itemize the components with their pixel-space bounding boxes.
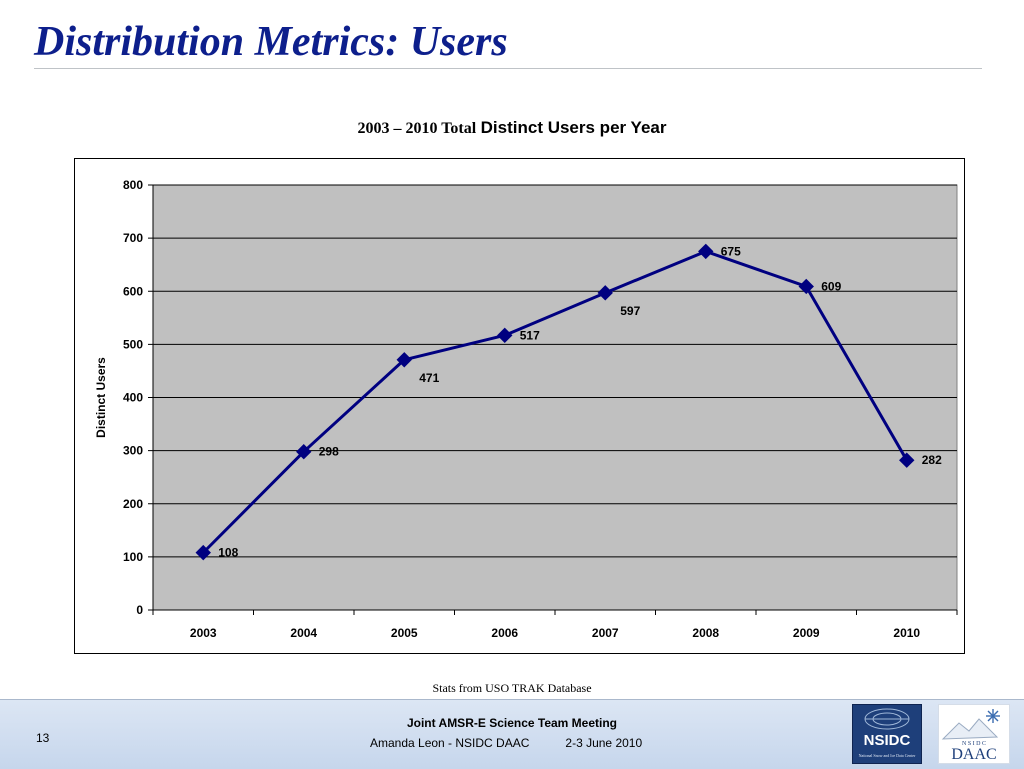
y-axis-label: Distinct Users	[94, 357, 108, 438]
chart-title-part2: Distinct Users per Year	[480, 118, 667, 137]
x-tick-label: 2003	[190, 626, 217, 640]
data-point	[597, 285, 613, 301]
globe-logo-icon	[864, 708, 910, 730]
y-tick-label: 300	[123, 444, 143, 458]
data-point	[296, 443, 312, 460]
line-chart: 0 100 200 300 400 500 600 700 800 2003 2004 2005 200…	[94, 178, 958, 640]
y-tick-label: 600	[123, 284, 143, 298]
data-label: 298	[319, 445, 339, 459]
data-label: 609	[821, 279, 841, 293]
slide-title: Distribution Metrics: Users	[34, 19, 508, 65]
nsidc-logo-text: NSIDC	[864, 732, 911, 749]
data-point	[396, 352, 412, 368]
y-tick-label: 0	[136, 603, 143, 617]
data-point	[899, 452, 915, 468]
footer-presenter: Amanda Leon - NSIDC DAAC	[370, 736, 530, 750]
page-number: 13	[36, 731, 50, 745]
nsidc-logo-subtext: National Snow and Ice Data Center	[859, 753, 916, 758]
footer-presenter-line: Amanda Leon - NSIDC DAAC 2-3 June 2010	[370, 736, 642, 750]
x-tick-label: 2009	[793, 626, 820, 640]
data-point	[497, 327, 513, 344]
series-line	[202, 249, 909, 554]
x-tick-label: 2010	[893, 626, 920, 640]
data-label: 517	[520, 328, 540, 342]
x-tick-label: 2007	[592, 626, 619, 640]
chart-title: 2003 – 2010 Total Distinct Users per Yea…	[0, 118, 1024, 138]
footer-meeting: Joint AMSR-E Science Team Meeting	[406, 716, 618, 730]
data-label: 675	[721, 244, 741, 258]
data-label: 108	[218, 546, 238, 560]
daac-logo-top: N S I D C	[962, 741, 986, 747]
source-note: Stats from USO TRAK Database	[432, 681, 592, 695]
y-tick-label: 200	[123, 497, 143, 511]
y-tick-label: 100	[123, 550, 143, 564]
chart-title-part1: 2003 – 2010 Total	[357, 120, 477, 137]
data-label: 597	[620, 304, 640, 318]
footer-date: 2-3 June 2010	[565, 736, 643, 750]
x-tick-label: 2008	[692, 626, 719, 640]
y-tick-label: 700	[123, 231, 143, 245]
data-label: 282	[922, 453, 942, 467]
y-tick-label: 500	[123, 337, 143, 351]
y-tick-label: 800	[123, 178, 143, 192]
x-tick-label: 2005	[391, 626, 418, 640]
snowflake-icon	[986, 709, 1000, 723]
data-point	[698, 243, 714, 260]
daac-logo-text: DAAC	[951, 746, 996, 763]
y-tick-label: 400	[123, 391, 143, 405]
data-point	[195, 544, 211, 561]
x-tick-label: 2006	[491, 626, 518, 640]
nsidc-logo: NSIDC National Snow and Ice Data Center	[852, 704, 922, 764]
footer-bar: 13 Joint AMSR-E Science Team Meeting Ama…	[0, 699, 1024, 769]
data-label: 471	[419, 371, 439, 385]
mountain-icon	[941, 718, 999, 740]
x-tick-label: 2004	[290, 626, 317, 640]
chart-area: 0 100 200 300 400 500 600 700 800 2003 2004 2005 200…	[74, 158, 965, 654]
data-point	[798, 278, 814, 295]
daac-logo: N S I D C DAAC	[938, 704, 1010, 764]
title-divider	[34, 68, 982, 69]
